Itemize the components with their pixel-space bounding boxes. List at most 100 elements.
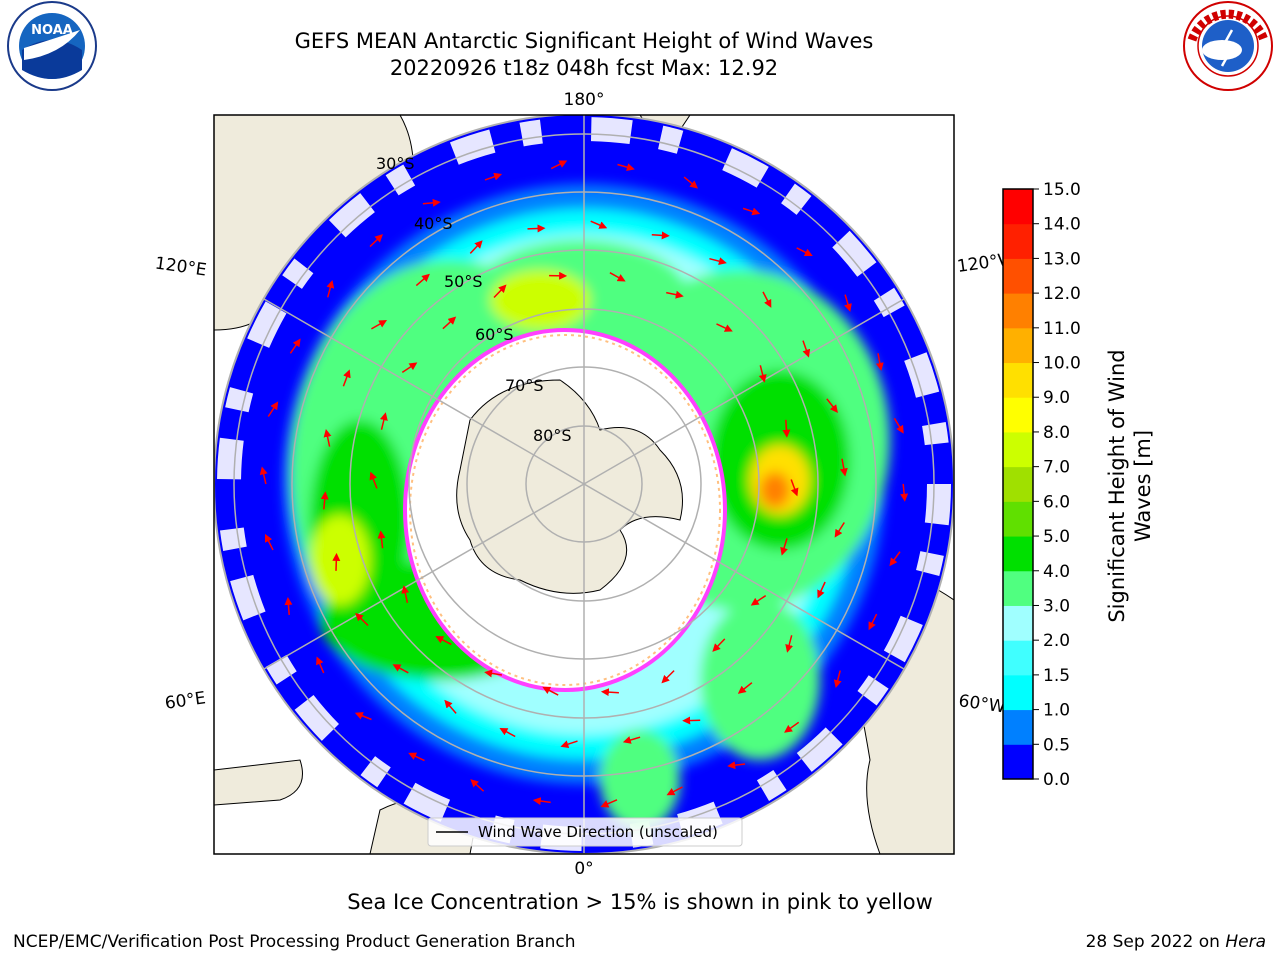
footer-credit: NCEP/EMC/Verification Post Processing Pr… <box>13 932 576 952</box>
colorbar-tick-label: 5.0 <box>1043 527 1070 547</box>
wave-direction-arrow <box>408 752 425 762</box>
wave-direction-arrow <box>284 597 293 615</box>
colorbar-tick-label: 1.0 <box>1043 701 1070 721</box>
meridian-label-120e: 120°E <box>154 254 208 281</box>
wave-direction-arrow <box>342 369 351 387</box>
wave-direction-arrow <box>666 786 683 796</box>
colorbar-segment <box>1003 466 1033 502</box>
colorbar-tick-label: 9.0 <box>1043 388 1070 408</box>
colorbar-tick-label: 0.5 <box>1043 735 1070 755</box>
wave-direction-arrow <box>758 365 767 383</box>
colorbar-segment <box>1003 605 1033 641</box>
colorbar-segment <box>1003 293 1033 329</box>
colorbar-tick-label: 1.5 <box>1043 666 1070 686</box>
wave-direction-arrow <box>326 279 335 298</box>
colorbar-segment <box>1003 744 1033 780</box>
colorbar-segment <box>1003 640 1033 676</box>
wave-direction-arrow <box>782 419 791 438</box>
lat-label-80s: 80°S <box>533 426 572 445</box>
colorbar-tick-label: 7.0 <box>1043 458 1070 478</box>
wave-direction-arrow <box>316 656 325 674</box>
footer-host: Hera <box>1225 932 1266 952</box>
wave-direction-arrow <box>622 736 641 744</box>
wave-direction-arrow <box>560 740 578 749</box>
wave-direction-arrow <box>737 682 753 694</box>
antarctica <box>456 379 683 594</box>
wave-direction-arrow <box>369 471 378 489</box>
wave-direction-arrow <box>371 320 388 330</box>
noaa-logo: NOAA <box>7 1 97 91</box>
wave-direction-arrow <box>727 761 746 770</box>
colorbar-tick-label: 4.0 <box>1043 562 1070 582</box>
lat-label-70s: 70°S <box>505 376 544 395</box>
wave-direction-arrow <box>499 727 516 738</box>
colorbar-tick-label: 12.0 <box>1043 284 1081 304</box>
map-title-line2: 20220926 t18z 048h fcst Max: 12.92 <box>389 56 779 80</box>
wave-direction-arrow <box>666 290 684 299</box>
wave-direction-arrow <box>369 234 383 248</box>
wave-direction-arrow <box>415 273 430 287</box>
colorbar-segment <box>1003 431 1033 468</box>
wave-direction-arrow <box>750 594 767 606</box>
sea-ice-note: Sea Ice Concentration > 15% is shown in … <box>347 890 933 914</box>
colorbar-tick-label: 0.0 <box>1043 770 1070 790</box>
colorbar-tick-label: 13.0 <box>1043 249 1081 269</box>
colorbar-tick-label: 10.0 <box>1043 354 1081 374</box>
colorbar-segment <box>1003 709 1033 745</box>
wave-direction-arrow <box>542 686 559 696</box>
colorbar-segment <box>1003 327 1033 364</box>
wave-direction-arrow <box>259 466 268 485</box>
meridian-label-60e: 60°E <box>164 688 207 713</box>
wave-direction-arrow <box>354 712 372 721</box>
wave-direction-arrow <box>844 294 852 312</box>
colorbar-segment <box>1003 674 1033 711</box>
map-frame <box>213 114 955 855</box>
colorbar-segment <box>1003 223 1033 259</box>
colorbar-segment <box>1003 536 1033 572</box>
wave-direction-arrow <box>332 552 341 571</box>
wind-wave-arrows <box>259 160 909 808</box>
footer-date: 28 Sep 2022 on Hera <box>1086 932 1266 952</box>
wave-direction-arrow <box>784 721 800 733</box>
meridian-label-0: 0° <box>574 859 593 879</box>
colorbar: 15.0 14.0 13.0 12.0 11.0 10.0 9.0 8.0 7.0 6.0 5.0 4… <box>1002 180 1081 790</box>
wave-direction-arrow <box>323 428 332 447</box>
wave-direction-arrow <box>289 338 301 354</box>
wave-direction-arrow <box>868 613 878 631</box>
wave-direction-arrow <box>826 398 838 413</box>
wave-direction-arrow <box>550 160 568 170</box>
wave-direction-arrow <box>889 551 901 567</box>
lat-label-60s: 60°S <box>475 325 514 344</box>
colorbar-segment <box>1003 362 1033 398</box>
colorbar-segment <box>1003 501 1033 537</box>
wave-direction-arrow <box>379 412 388 430</box>
wave-direction-arrow <box>590 220 608 229</box>
wave-direction-arrow <box>762 291 772 308</box>
map-legend: Wind Wave Direction (unscaled) <box>427 817 743 847</box>
wave-direction-arrow <box>834 522 845 538</box>
wave-direction-arrow <box>802 340 811 358</box>
colorbar-tick-label: 15.0 <box>1043 180 1081 200</box>
colorbar-tick-label: 2.0 <box>1043 631 1070 651</box>
wave-direction-arrow <box>900 483 909 502</box>
wave-direction-arrow <box>264 533 274 551</box>
wave-direction-arrow <box>600 799 618 808</box>
wave-direction-arrow <box>444 699 457 714</box>
wave-direction-arrow <box>839 458 848 477</box>
wave-direction-arrow <box>709 257 727 266</box>
wave-direction-arrow <box>742 207 761 216</box>
meridian-label-60w: 60°W <box>957 691 1006 717</box>
colorbar-frame <box>1002 188 1034 780</box>
wave-direction-arrow <box>392 664 409 674</box>
wave-direction-arrow <box>716 323 733 332</box>
lat-label-50s: 50°S <box>444 272 483 291</box>
lat-label-30s: 30°S <box>376 154 415 173</box>
wave-direction-arrow <box>532 797 551 806</box>
wave-direction-arrow <box>355 612 369 627</box>
wave-direction-arrow <box>683 176 699 189</box>
colorbar-label-line1: Significant Height of Wind <box>1105 349 1129 623</box>
wave-direction-arrow <box>377 530 386 549</box>
wave-direction-arrow <box>780 538 788 556</box>
wave-direction-arrow <box>527 224 546 233</box>
